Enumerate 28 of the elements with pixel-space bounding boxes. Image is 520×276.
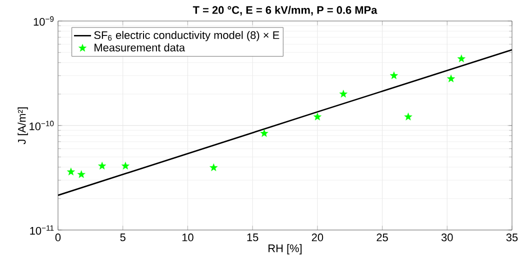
y-tick-label: 10$^{−9}$ <box>34 16 54 26</box>
chart-title: T = 20 °C, E = 6 kV/mm, P = 0.6 MPa <box>192 6 378 16</box>
point <box>446 74 456 82</box>
x-tick-label: 20 <box>312 234 324 242</box>
point <box>260 129 268 137</box>
point <box>98 162 106 170</box>
point <box>457 54 466 62</box>
x-tick-label: 5 <box>120 234 126 242</box>
x-tick-label: 30 <box>441 234 453 242</box>
point <box>77 170 86 178</box>
y-tick-label: 10$^{−11}$ <box>30 225 54 235</box>
point <box>404 112 412 120</box>
legend-label: SF$_{6}$ electric conductivity model (8) × E <box>94 30 280 42</box>
x-axis-title: RH [%] <box>268 244 302 254</box>
x-tick-label: 0 <box>55 234 61 242</box>
point <box>210 163 218 172</box>
y-axis-title: J [A/m²] <box>18 107 28 144</box>
x-tick-label: 15 <box>247 234 258 242</box>
point <box>339 90 348 98</box>
x-tick-label: 10 <box>182 234 194 242</box>
legend-label: Measurement data <box>94 43 186 52</box>
x-tick-label: 25 <box>376 234 388 242</box>
point <box>66 168 76 176</box>
y-tick-label: 10$^{−10}$ <box>30 120 54 130</box>
x-tick-label: 35 <box>506 234 518 242</box>
point <box>313 112 322 120</box>
point <box>390 71 398 80</box>
point <box>121 162 130 170</box>
